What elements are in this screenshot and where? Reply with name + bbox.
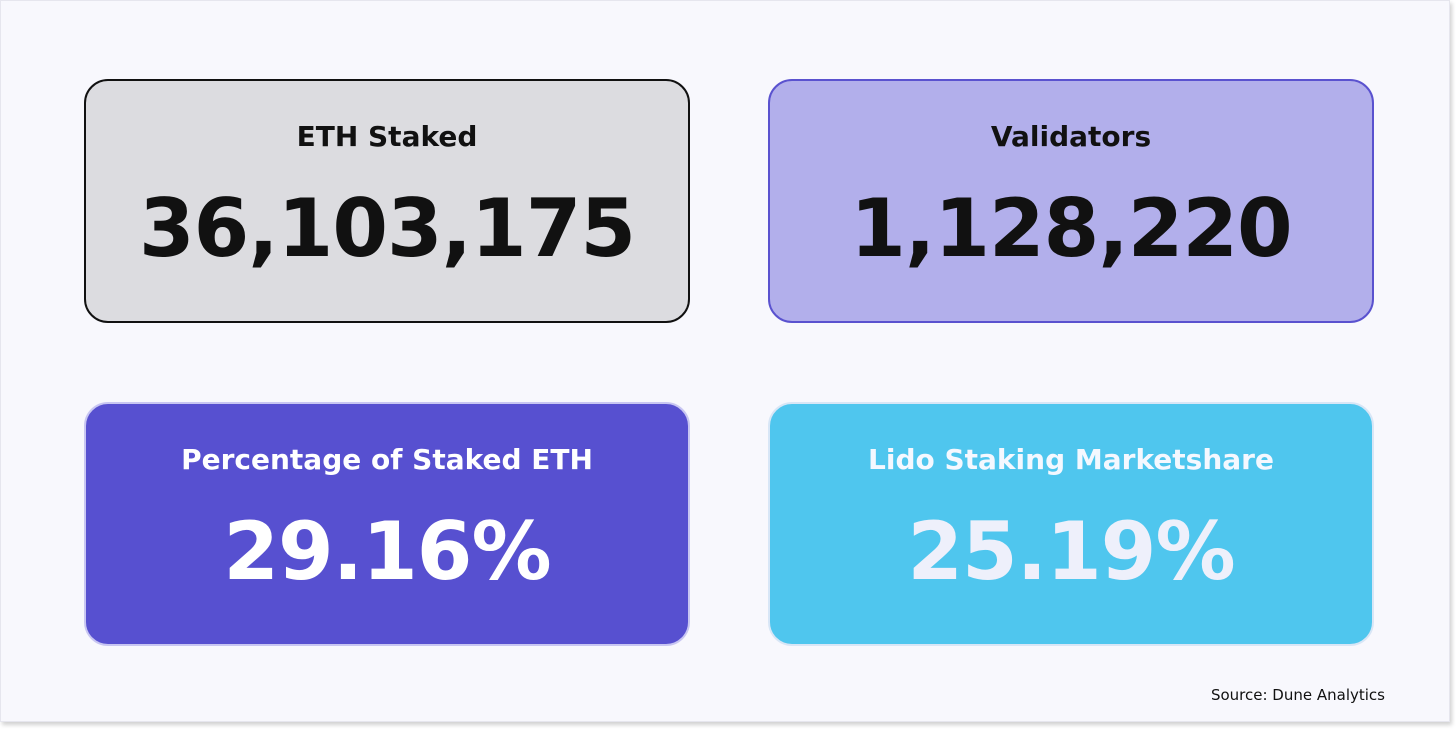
source-credit: Source: Dune Analytics: [1210, 686, 1385, 704]
eth-staked-card: ETH Staked 36,103,175: [84, 79, 690, 323]
validators-card: Validators 1,128,220: [768, 79, 1374, 323]
percentage-staked-card: Percentage of Staked ETH 29.16%: [84, 402, 690, 646]
lido-marketshare-label: Lido Staking Marketshare: [868, 443, 1274, 476]
percentage-staked-label: Percentage of Staked ETH: [181, 443, 593, 476]
lido-marketshare-card: Lido Staking Marketshare 25.19%: [768, 402, 1374, 646]
validators-value: 1,128,220: [850, 182, 1292, 275]
eth-staked-value: 36,103,175: [138, 182, 636, 275]
eth-staked-label: ETH Staked: [296, 120, 478, 153]
percentage-staked-value: 29.16%: [223, 505, 551, 598]
lido-marketshare-value: 25.19%: [907, 505, 1235, 598]
validators-label: Validators: [990, 120, 1152, 153]
